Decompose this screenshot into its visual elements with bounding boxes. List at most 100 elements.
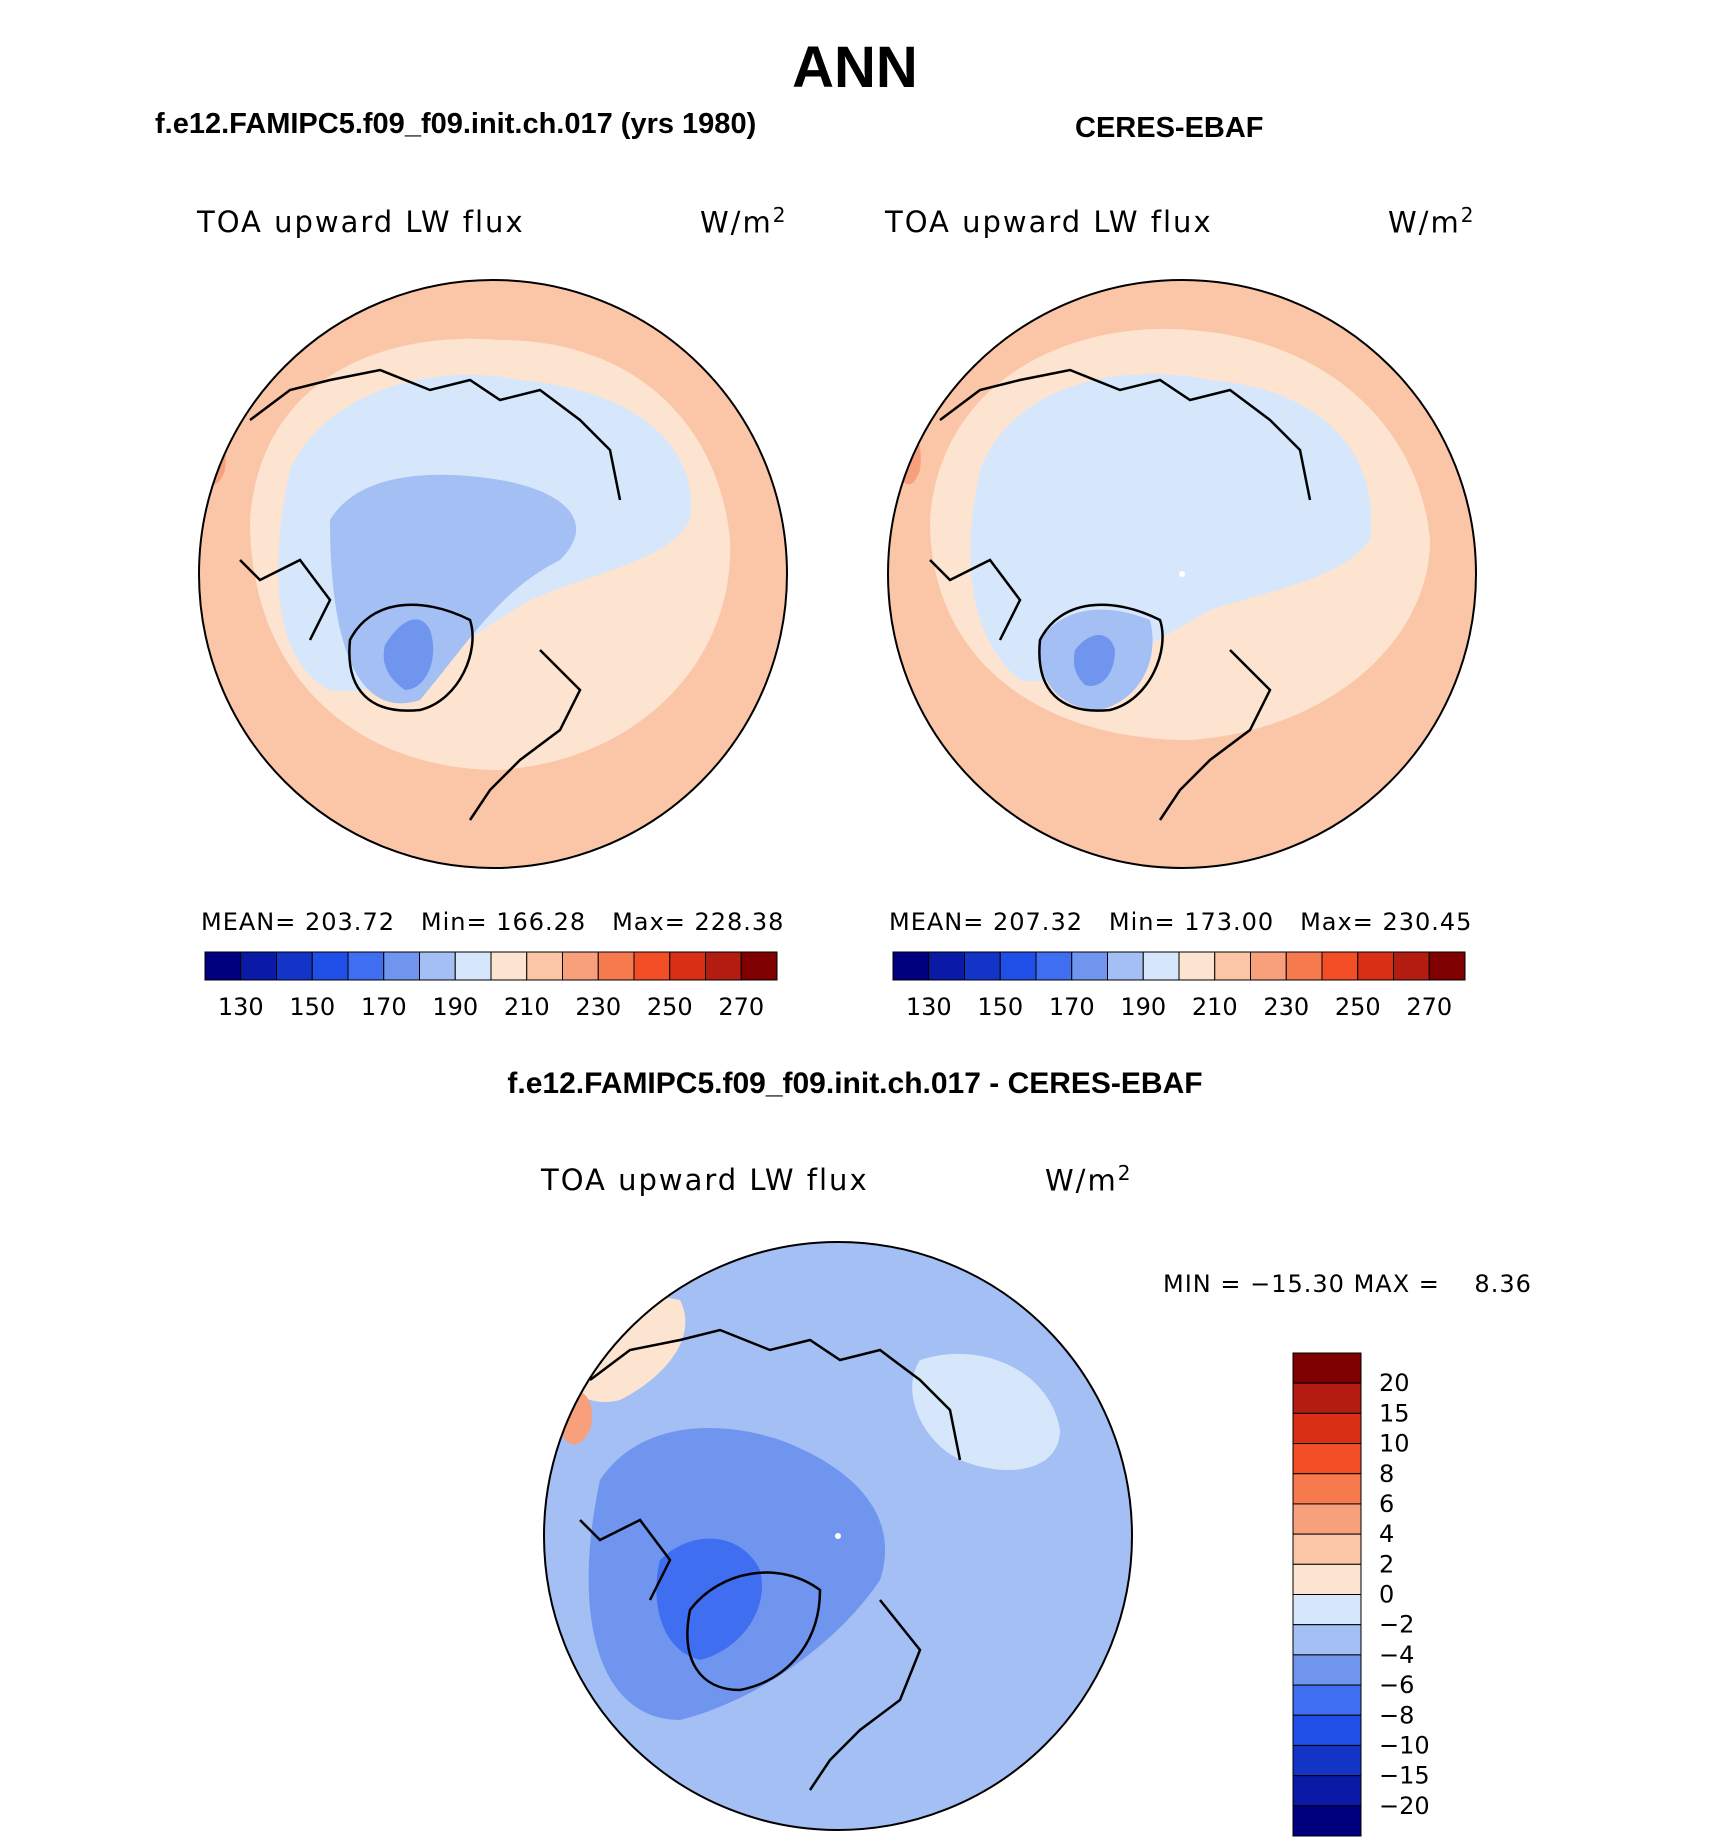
obs-colorbar-box xyxy=(1107,951,1144,981)
model-colorbar: 130 150 170 190 210 230 250 270 xyxy=(204,951,778,1021)
model-colorbar-tick-label: 270 xyxy=(718,993,764,1021)
obs-colorbar-box xyxy=(1285,951,1323,981)
obs-colorbar: 130 150 170 190 210 230 250 270 xyxy=(892,951,1466,1021)
obs-colorbar-tick-label: 170 xyxy=(1049,993,1095,1021)
difference-max-value: 8.36 xyxy=(1474,1270,1532,1298)
map1-coastline-c xyxy=(239,558,332,641)
obs-colorbar-box xyxy=(999,951,1037,981)
panel1-max-label: Max= xyxy=(612,908,686,936)
map3-greenland-coast xyxy=(686,1571,822,1692)
panel2-units-label: W/m2 xyxy=(1388,203,1476,240)
panel2-mean-label: MEAN= xyxy=(889,908,985,936)
difference-colorbar-box xyxy=(1292,1775,1362,1807)
model-colorbar-box xyxy=(276,951,313,981)
difference-colorbar-box xyxy=(1292,1352,1362,1384)
difference-colorbar-box xyxy=(1292,1714,1362,1746)
map1-orange-patch xyxy=(199,430,226,485)
obs-colorbar-box xyxy=(1071,951,1108,981)
model-colorbar-tick-label: 230 xyxy=(575,993,621,1021)
difference-min-label: MIN = xyxy=(1163,1270,1242,1298)
model-colorbar-box xyxy=(740,951,778,981)
difference-heading: f.e12.FAMIPC5.f09_f09.init.ch.017 - CERE… xyxy=(507,1067,1203,1100)
panel1-stats: MEAN= 203.72 Min= 166.28 Max= 228.38 xyxy=(201,908,784,936)
difference-colorbar-tick-label: −20 xyxy=(1379,1792,1430,1820)
difference-colorbar-box xyxy=(1292,1563,1362,1595)
panel1-variable-label: TOA upward LW flux xyxy=(197,205,525,239)
obs-colorbar-box xyxy=(1178,951,1216,981)
panel1-mean-label: MEAN= xyxy=(201,908,297,936)
model-colorbar-box xyxy=(347,951,385,981)
panel1-units-label: W/m2 xyxy=(700,203,788,240)
model-colorbar-box xyxy=(204,951,242,981)
difference-colorbar-tick-label: −4 xyxy=(1379,1641,1414,1669)
panel2-min-value: 173.00 xyxy=(1184,908,1275,936)
map2-boundary xyxy=(887,279,1477,869)
difference-colorbar-tick-label: −6 xyxy=(1379,1671,1414,1699)
difference-colorbar-box xyxy=(1292,1684,1362,1716)
model-colorbar-tick-label: 150 xyxy=(289,993,335,1021)
model-colorbar-tick-label: 250 xyxy=(647,993,693,1021)
difference-colorbar-box xyxy=(1292,1594,1362,1626)
difference-stats: MIN = −15.30 MAX = 8.36 xyxy=(1163,1270,1532,1298)
model-colorbar-tick-label: 210 xyxy=(504,993,550,1021)
map1-cool-dark-field xyxy=(383,619,434,690)
model-colorbar-box xyxy=(562,951,599,981)
obs-colorbar-box xyxy=(1428,951,1466,981)
difference-colorbar-tick-label: 8 xyxy=(1379,1460,1394,1488)
difference-max-label: MAX = xyxy=(1353,1270,1440,1298)
obs-colorbar-tick-label: 230 xyxy=(1263,993,1309,1021)
obs-colorbar-box xyxy=(964,951,1001,981)
difference-colorbar-tick-label: −2 xyxy=(1379,1611,1414,1639)
panel1-max-value: 228.38 xyxy=(694,908,785,936)
model-colorbar-box xyxy=(526,951,563,981)
difference-colorbar-tick-label: −10 xyxy=(1379,1731,1430,1759)
difference-colorbar-tick-label: −8 xyxy=(1379,1701,1414,1729)
model-colorbar-box xyxy=(633,951,671,981)
panel2-stats: MEAN= 207.32 Min= 173.00 Max= 230.45 xyxy=(889,908,1472,936)
obs-colorbar-box xyxy=(1393,951,1430,981)
map2-coastline-a xyxy=(939,368,1312,501)
difference-variable-label: TOA upward LW flux xyxy=(541,1163,869,1197)
panel1-min-value: 166.28 xyxy=(496,908,587,936)
difference-colorbar-box xyxy=(1292,1805,1362,1837)
panel2-max-label: Max= xyxy=(1300,908,1374,936)
difference-colorbar-tick-label: 20 xyxy=(1379,1369,1410,1397)
map3-coastline-b xyxy=(808,1599,922,1791)
map3-pole-marker xyxy=(835,1533,841,1539)
obs-colorbar-box xyxy=(1214,951,1251,981)
panel2-heading: CERES-EBAF xyxy=(1075,112,1264,144)
model-colorbar-box xyxy=(383,951,420,981)
model-colorbar-tick-label: 170 xyxy=(361,993,407,1021)
obs-colorbar-box xyxy=(928,951,965,981)
difference-colorbar-box xyxy=(1292,1443,1362,1475)
difference-units-label: W/m2 xyxy=(1045,1161,1133,1198)
map1-coastline-b xyxy=(468,649,582,821)
model-colorbar-tick-label: 130 xyxy=(218,993,264,1021)
model-colorbar-box xyxy=(311,951,349,981)
map2-coastline-b xyxy=(1158,649,1272,821)
difference-colorbar-box xyxy=(1292,1654,1362,1686)
difference-min-value: −15.30 xyxy=(1250,1270,1345,1298)
difference-colorbar-tick-label: 4 xyxy=(1379,1520,1394,1548)
map3-coastline-a xyxy=(589,1328,962,1461)
difference-colorbar-box xyxy=(1292,1624,1362,1656)
panel2-min-label: Min= xyxy=(1108,908,1176,936)
difference-colorbar-tick-label: 2 xyxy=(1379,1550,1394,1578)
map2-orange-patch xyxy=(894,430,921,485)
difference-colorbar-tick-label: 15 xyxy=(1379,1399,1410,1427)
obs-colorbar-tick-label: 150 xyxy=(977,993,1023,1021)
panel1-mean-value: 203.72 xyxy=(305,908,395,936)
model-colorbar-tick-label: 190 xyxy=(432,993,478,1021)
map2-pole-marker xyxy=(1179,571,1185,577)
map3-cool-darker-field xyxy=(656,1538,762,1660)
difference-polar-map xyxy=(543,1241,1133,1831)
panel2-variable-label: TOA upward LW flux xyxy=(885,205,1213,239)
panel2-mean-value: 207.32 xyxy=(993,908,1083,936)
model-colorbar-box xyxy=(490,951,528,981)
obs-colorbar-tick-label: 190 xyxy=(1120,993,1166,1021)
main-title: ANN xyxy=(792,35,918,100)
panel1-heading: f.e12.FAMIPC5.f09_f09.init.ch.017 (yrs 1… xyxy=(155,108,757,140)
obs-colorbar-tick-label: 270 xyxy=(1406,993,1452,1021)
